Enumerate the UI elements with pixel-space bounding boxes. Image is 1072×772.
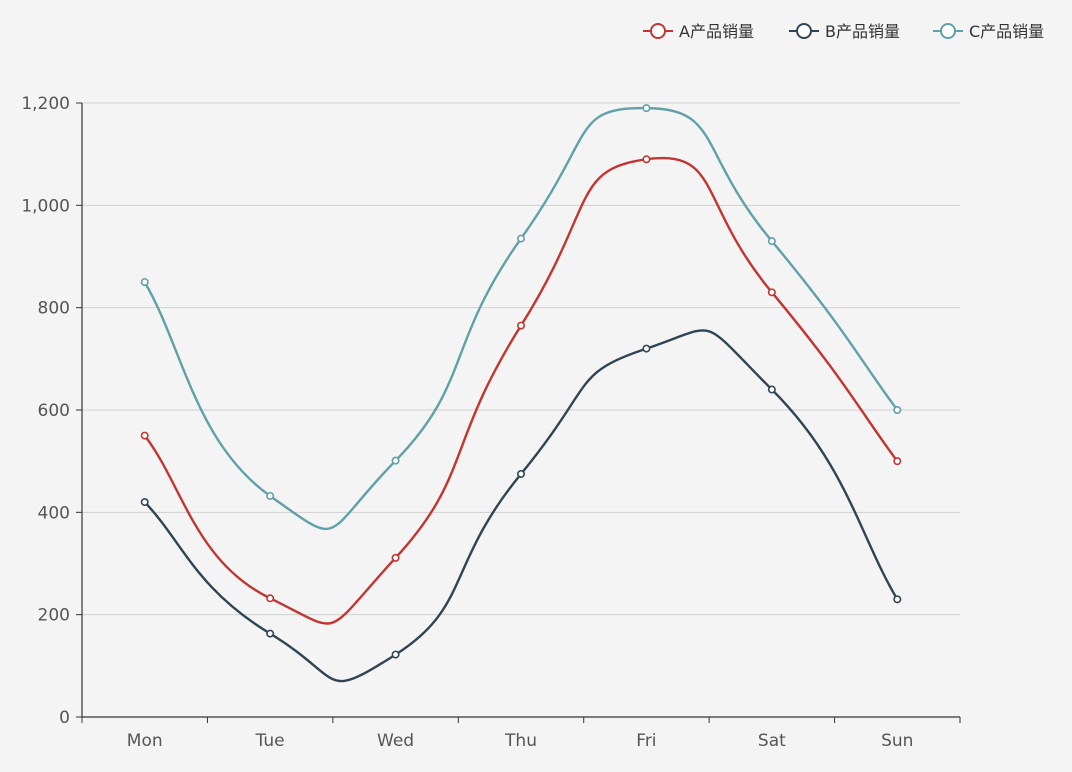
series-1 bbox=[140, 329, 902, 683]
data-point[interactable] bbox=[767, 237, 776, 246]
legend-label: C产品销量 bbox=[969, 22, 1044, 41]
data-point[interactable] bbox=[391, 650, 400, 659]
y-tick-label: 400 bbox=[38, 503, 70, 523]
data-point[interactable] bbox=[140, 278, 149, 287]
legend-label: A产品销量 bbox=[679, 22, 754, 41]
data-point[interactable] bbox=[516, 469, 525, 478]
legend-item-1[interactable]: B产品销量 bbox=[789, 22, 900, 41]
data-point[interactable] bbox=[516, 321, 525, 330]
y-tick-label: 800 bbox=[38, 299, 70, 319]
data-point[interactable] bbox=[266, 629, 275, 638]
data-point[interactable] bbox=[893, 595, 902, 604]
x-tick-label: Fri bbox=[636, 731, 656, 751]
series-2 bbox=[140, 104, 902, 530]
x-tick-label: Mon bbox=[127, 731, 163, 751]
series-line bbox=[143, 106, 899, 530]
data-point[interactable] bbox=[893, 405, 902, 414]
y-tick-label: 1,200 bbox=[21, 94, 70, 114]
y-tick-label: 0 bbox=[59, 708, 70, 728]
legend-marker-icon bbox=[796, 23, 812, 39]
data-point[interactable] bbox=[767, 288, 776, 297]
legend-label: B产品销量 bbox=[825, 22, 900, 41]
legend-marker-icon bbox=[650, 23, 666, 39]
data-point[interactable] bbox=[391, 553, 400, 562]
legend[interactable]: A产品销量 B产品销量 C产品销量 bbox=[643, 22, 1044, 41]
x-tick-label: Thu bbox=[504, 731, 537, 751]
data-point[interactable] bbox=[642, 104, 651, 113]
axes: 0 200 400 600 800 1,000 1,200 Mon Tue Wed Thu Fri Sa… bbox=[21, 94, 961, 751]
legend-item-0[interactable]: A产品销量 bbox=[643, 22, 754, 41]
x-tick-label: Sun bbox=[881, 731, 913, 751]
data-point[interactable] bbox=[767, 385, 776, 394]
data-point[interactable] bbox=[140, 498, 149, 507]
x-tick-label: Wed bbox=[377, 731, 414, 751]
data-point[interactable] bbox=[642, 344, 651, 353]
x-tick-label: Sat bbox=[758, 731, 786, 751]
legend-marker-icon bbox=[940, 23, 956, 39]
series-lines bbox=[140, 104, 902, 683]
y-tick-label: 600 bbox=[38, 401, 70, 421]
data-point[interactable] bbox=[391, 456, 400, 465]
grid-lines bbox=[82, 102, 960, 616]
y-tick-label: 200 bbox=[38, 606, 70, 626]
series-line bbox=[143, 156, 899, 625]
data-point[interactable] bbox=[140, 431, 149, 440]
series-0 bbox=[140, 155, 902, 625]
x-tick-label: Tue bbox=[255, 731, 285, 751]
data-point[interactable] bbox=[266, 491, 275, 500]
data-point[interactable] bbox=[516, 234, 525, 243]
data-point[interactable] bbox=[893, 457, 902, 466]
data-point[interactable] bbox=[642, 155, 651, 164]
series-line bbox=[143, 329, 899, 683]
legend-item-2[interactable]: C产品销量 bbox=[933, 22, 1044, 41]
y-tick-label: 1,000 bbox=[21, 196, 70, 216]
data-point[interactable] bbox=[266, 594, 275, 603]
